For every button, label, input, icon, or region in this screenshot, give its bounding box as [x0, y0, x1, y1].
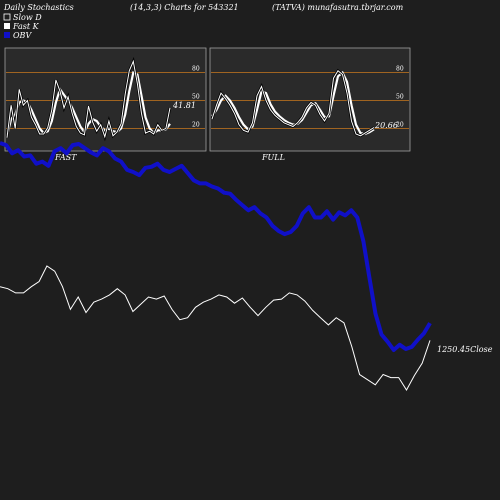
full-slow-d-line — [211, 70, 375, 136]
close-value: 1250.45 — [437, 345, 470, 354]
legend-label-fast-k: Fast K — [12, 22, 40, 31]
chart-params: (14,3,3) Charts for 543321 — [130, 3, 239, 12]
fast-slow-d-line — [5, 71, 171, 137]
legend-label-obv: OBV — [13, 31, 32, 40]
fast-fast-k-line — [6, 59, 171, 139]
legend-swatch-fast-k — [4, 23, 10, 29]
price-close-line — [0, 265, 431, 391]
obv-line — [0, 141, 432, 352]
close-suffix: Close — [470, 345, 493, 354]
legend-label-slow-d: Slow D — [13, 13, 42, 22]
legend: Slow D Fast K OBV — [3, 13, 42, 40]
fast-tick-label-50: 50 — [192, 94, 200, 101]
full-fast-k-line — [211, 69, 375, 137]
fast-last-value: 41.81 — [172, 101, 196, 110]
chart-symbol: (TATVA) munafasutra.tbrjar.com — [272, 3, 404, 12]
fast-tick-label-20: 20 — [192, 121, 200, 128]
legend-swatch-obv — [4, 32, 10, 38]
fast-stochastic-panel: 20 50 80 41.81 — [4, 47, 207, 152]
full-tick-label-80: 80 — [396, 66, 404, 73]
full-panel-label: FULL — [261, 153, 285, 162]
full-last-value: 20.66 — [374, 121, 398, 130]
close-value-label: 1250.45Close — [437, 345, 493, 354]
full-panel-frame — [209, 47, 411, 152]
full-stochastic-panel: 20 50 80 20.66 — [209, 47, 411, 152]
legend-swatch-slow-d — [3, 13, 11, 21]
full-tick-label-20: 20 — [396, 121, 404, 128]
chart-title: Daily Stochastics — [3, 3, 74, 12]
fast-panel-label: FAST — [54, 153, 77, 162]
full-tick-label-50: 50 — [396, 94, 404, 101]
fast-tick-label-80: 80 — [192, 66, 200, 73]
